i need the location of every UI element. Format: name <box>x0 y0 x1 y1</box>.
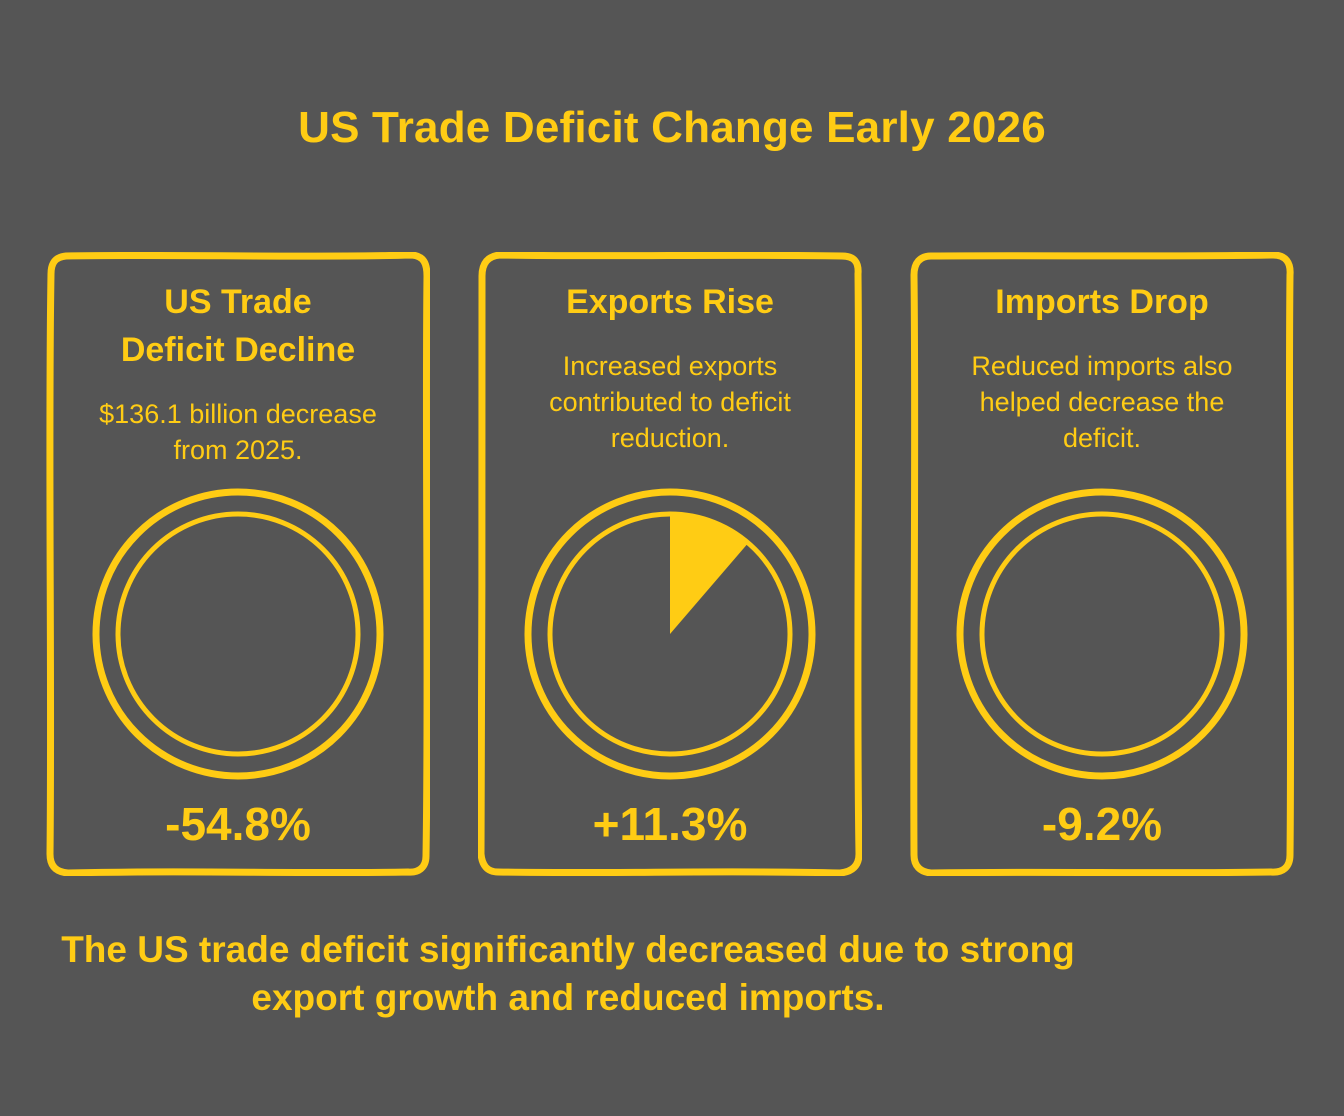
card-value: +11.3% <box>592 798 748 850</box>
gauge-inner-ring <box>115 511 361 757</box>
card-deficit-decline: US Trade Deficit Decline $136.1 billion … <box>46 252 430 876</box>
card-heading: Exports Rise <box>566 283 774 321</box>
gauge-ring <box>92 488 384 780</box>
card-value: -9.2% <box>1041 798 1163 850</box>
card-value: -54.8% <box>165 798 311 850</box>
gauge-ring <box>956 488 1248 780</box>
card-heading: US Trade Deficit Decline <box>120 283 356 369</box>
gauge-inner-ring <box>979 511 1225 757</box>
card-description: Increased exports contributed to deficit… <box>549 351 791 453</box>
card-exports-rise: Exports Rise Increased exports contribut… <box>478 252 862 876</box>
summary-text: The US trade deficit significantly decre… <box>61 929 1075 1018</box>
gauge-outer-ring <box>524 488 816 780</box>
infographic-title: US Trade Deficit Change Early 2026 <box>298 103 1046 152</box>
card-description: Reduced imports also helped decrease the… <box>971 351 1233 453</box>
card-frame <box>910 252 1294 876</box>
card-frame <box>478 252 862 876</box>
gauge-fill-wedge <box>670 514 749 634</box>
card-imports-drop: Imports Drop Reduced imports also helped… <box>910 252 1294 876</box>
card-heading: Imports Drop <box>995 283 1209 321</box>
card-description: $136.1 billion decrease from 2025. <box>99 399 377 465</box>
gauge-outer-ring <box>92 488 384 780</box>
card-frame <box>46 252 430 876</box>
gauge-outer-ring <box>956 488 1248 780</box>
gauge-ring <box>524 488 816 780</box>
